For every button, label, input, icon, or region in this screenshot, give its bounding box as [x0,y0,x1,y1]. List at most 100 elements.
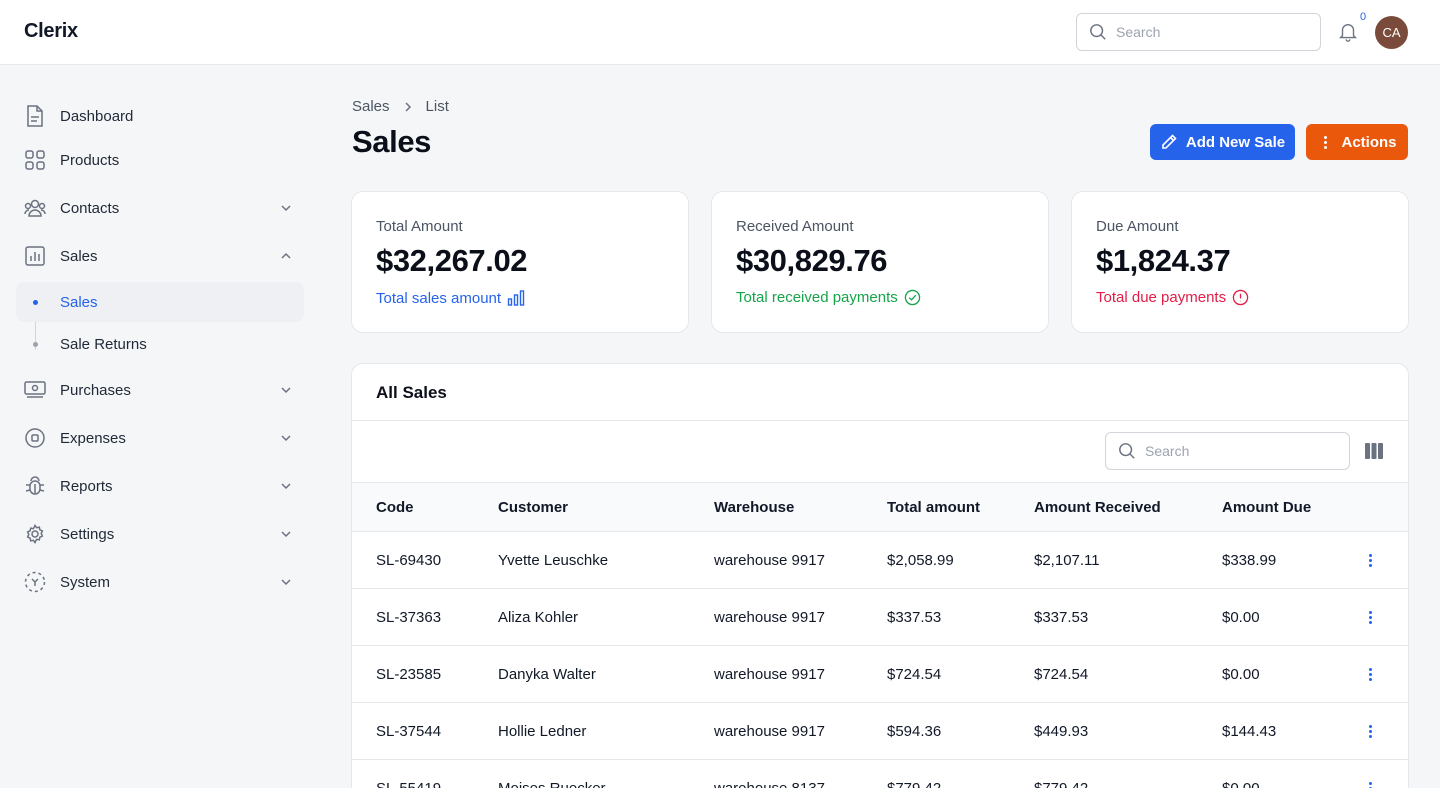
pencil-icon [1162,134,1177,149]
search-placeholder: Search [1116,24,1161,40]
cell-customer: Yvette Leuschke [498,531,714,589]
column-header-amount-received[interactable]: Amount Received [1034,482,1222,532]
page-title: Sales [352,124,432,159]
row-menu-icon[interactable] [1362,724,1378,738]
sidebar-item-system[interactable]: System [16,558,304,606]
cell-customer: Moises Ruecker [498,759,714,788]
sidebar-item-expenses[interactable]: Expenses [16,414,304,462]
column-header-amount-due[interactable]: Amount Due [1222,482,1362,532]
cell-code: SL-69430 [352,531,498,589]
row-menu-icon[interactable] [1362,610,1378,624]
columns-icon[interactable] [1365,443,1383,459]
cell-amount-due: $0.00 [1222,588,1362,646]
bar-chart-icon [507,290,525,306]
stat-subtitle-text: Total received payments [736,289,898,306]
stat-value: $32,267.02 [376,243,528,278]
cell-code: SL-55419 [352,759,498,788]
cell-total-amount: $2,058.99 [887,531,1034,589]
search-placeholder: Search [1145,443,1190,459]
gear-icon [24,523,46,545]
add-new-sale-button[interactable]: Add New Sale [1150,124,1295,160]
cell-amount-due: $0.00 [1222,759,1362,788]
breadcrumb-current: List [425,98,449,115]
cell-customer: Hollie Ledner [498,702,714,760]
sidebar-subitem-label: Sales [60,293,98,311]
sidebar-subitem-sale-returns[interactable]: Sale Returns [16,324,304,364]
breadcrumb: Sales List [352,98,449,115]
bar-chart-icon [24,245,46,267]
column-header-total-amount[interactable]: Total amount [887,482,1034,532]
sidebar-item-reports[interactable]: Reports [16,462,304,510]
chevron-down-icon [281,205,291,212]
sidebar-item-contacts[interactable]: Contacts [16,184,304,232]
sales-table: Code Customer Warehouse Total amount Amo… [352,482,1408,788]
column-header-customer[interactable]: Customer [498,482,714,532]
sidebar: Dashboard Products Contacts Sales Sales … [16,92,304,606]
row-menu-icon[interactable] [1362,553,1378,567]
sidebar-item-label: Settings [60,525,115,543]
stat-subtitle: Total received payments [736,289,1024,306]
top-bar: Clerix Search 0 CA [0,0,1440,65]
column-header-warehouse[interactable]: Warehouse [714,482,887,532]
cell-warehouse: warehouse 9917 [714,531,887,589]
notification-badge: 0 [1360,11,1367,23]
cell-warehouse: warehouse 9917 [714,588,887,646]
cell-code: SL-37363 [352,588,498,646]
app-logo[interactable]: Clerix [24,20,78,42]
stat-subtitle: Total sales amount [376,289,664,307]
cell-amount-due: $144.43 [1222,702,1362,760]
avatar[interactable]: CA [1375,16,1408,49]
actions-label: Actions [1341,133,1397,151]
sidebar-subitem-label: Sale Returns [60,335,147,353]
cell-amount-due: $0.00 [1222,645,1362,703]
sales-submenu: Sales Sale Returns [16,282,304,364]
cell-actions [1362,588,1408,646]
chevron-down-icon [281,387,291,394]
sidebar-item-label: System [60,573,111,591]
cell-warehouse: warehouse 8137 [714,759,887,788]
column-header-code[interactable]: Code [352,482,498,532]
submenu-line [35,306,36,350]
table-row[interactable]: SL-55419 Moises Ruecker warehouse 8137 $… [352,759,1408,788]
sidebar-item-label: Products [60,151,120,169]
dot [33,342,38,347]
sidebar-subitem-sales[interactable]: Sales [16,282,304,322]
bug-icon [24,475,46,497]
cash-icon [24,379,46,401]
row-menu-icon[interactable] [1362,781,1378,788]
stat-subtitle-text: Total due payments [1096,289,1227,306]
sidebar-item-products[interactable]: Products [16,136,304,184]
stat-title: Due Amount [1096,218,1179,235]
bell-icon[interactable] [1337,21,1359,43]
cell-amount-due: $338.99 [1222,531,1362,589]
breadcrumb-root[interactable]: Sales [352,98,390,115]
sidebar-item-sales[interactable]: Sales [16,232,304,280]
table-row[interactable]: SL-23585 Danyka Walter warehouse 9917 $7… [352,645,1408,703]
coin-icon [24,427,46,449]
users-icon [24,197,46,219]
search-icon [1090,24,1106,40]
cell-amount-received: $779.42 [1034,759,1222,788]
table-row[interactable]: SL-69430 Yvette Leuschke warehouse 9917 … [352,531,1408,589]
cell-warehouse: warehouse 9917 [714,702,887,760]
cell-actions [1362,531,1408,589]
cell-total-amount: $337.53 [887,588,1034,646]
actions-button[interactable]: Actions [1306,124,1408,160]
cell-amount-received: $724.54 [1034,645,1222,703]
more-vertical-icon [1317,135,1333,149]
row-menu-icon[interactable] [1362,667,1378,681]
table-row[interactable]: SL-37544 Hollie Ledner warehouse 9917 $5… [352,702,1408,760]
column-header-actions [1362,482,1408,532]
stat-card-total: Total Amount $32,267.02 Total sales amou… [351,191,689,333]
sidebar-item-dashboard[interactable]: Dashboard [16,92,304,140]
table-row[interactable]: SL-37363 Aliza Kohler warehouse 9917 $33… [352,588,1408,646]
cell-actions [1362,645,1408,703]
cell-customer: Danyka Walter [498,645,714,703]
global-search-input[interactable]: Search [1076,13,1321,51]
sidebar-item-purchases[interactable]: Purchases [16,366,304,414]
sidebar-item-settings[interactable]: Settings [16,510,304,558]
table-search-input[interactable]: Search [1105,432,1350,470]
stat-title: Received Amount [736,218,854,235]
chevron-up-icon [281,252,291,259]
sidebar-item-label: Contacts [60,199,120,217]
